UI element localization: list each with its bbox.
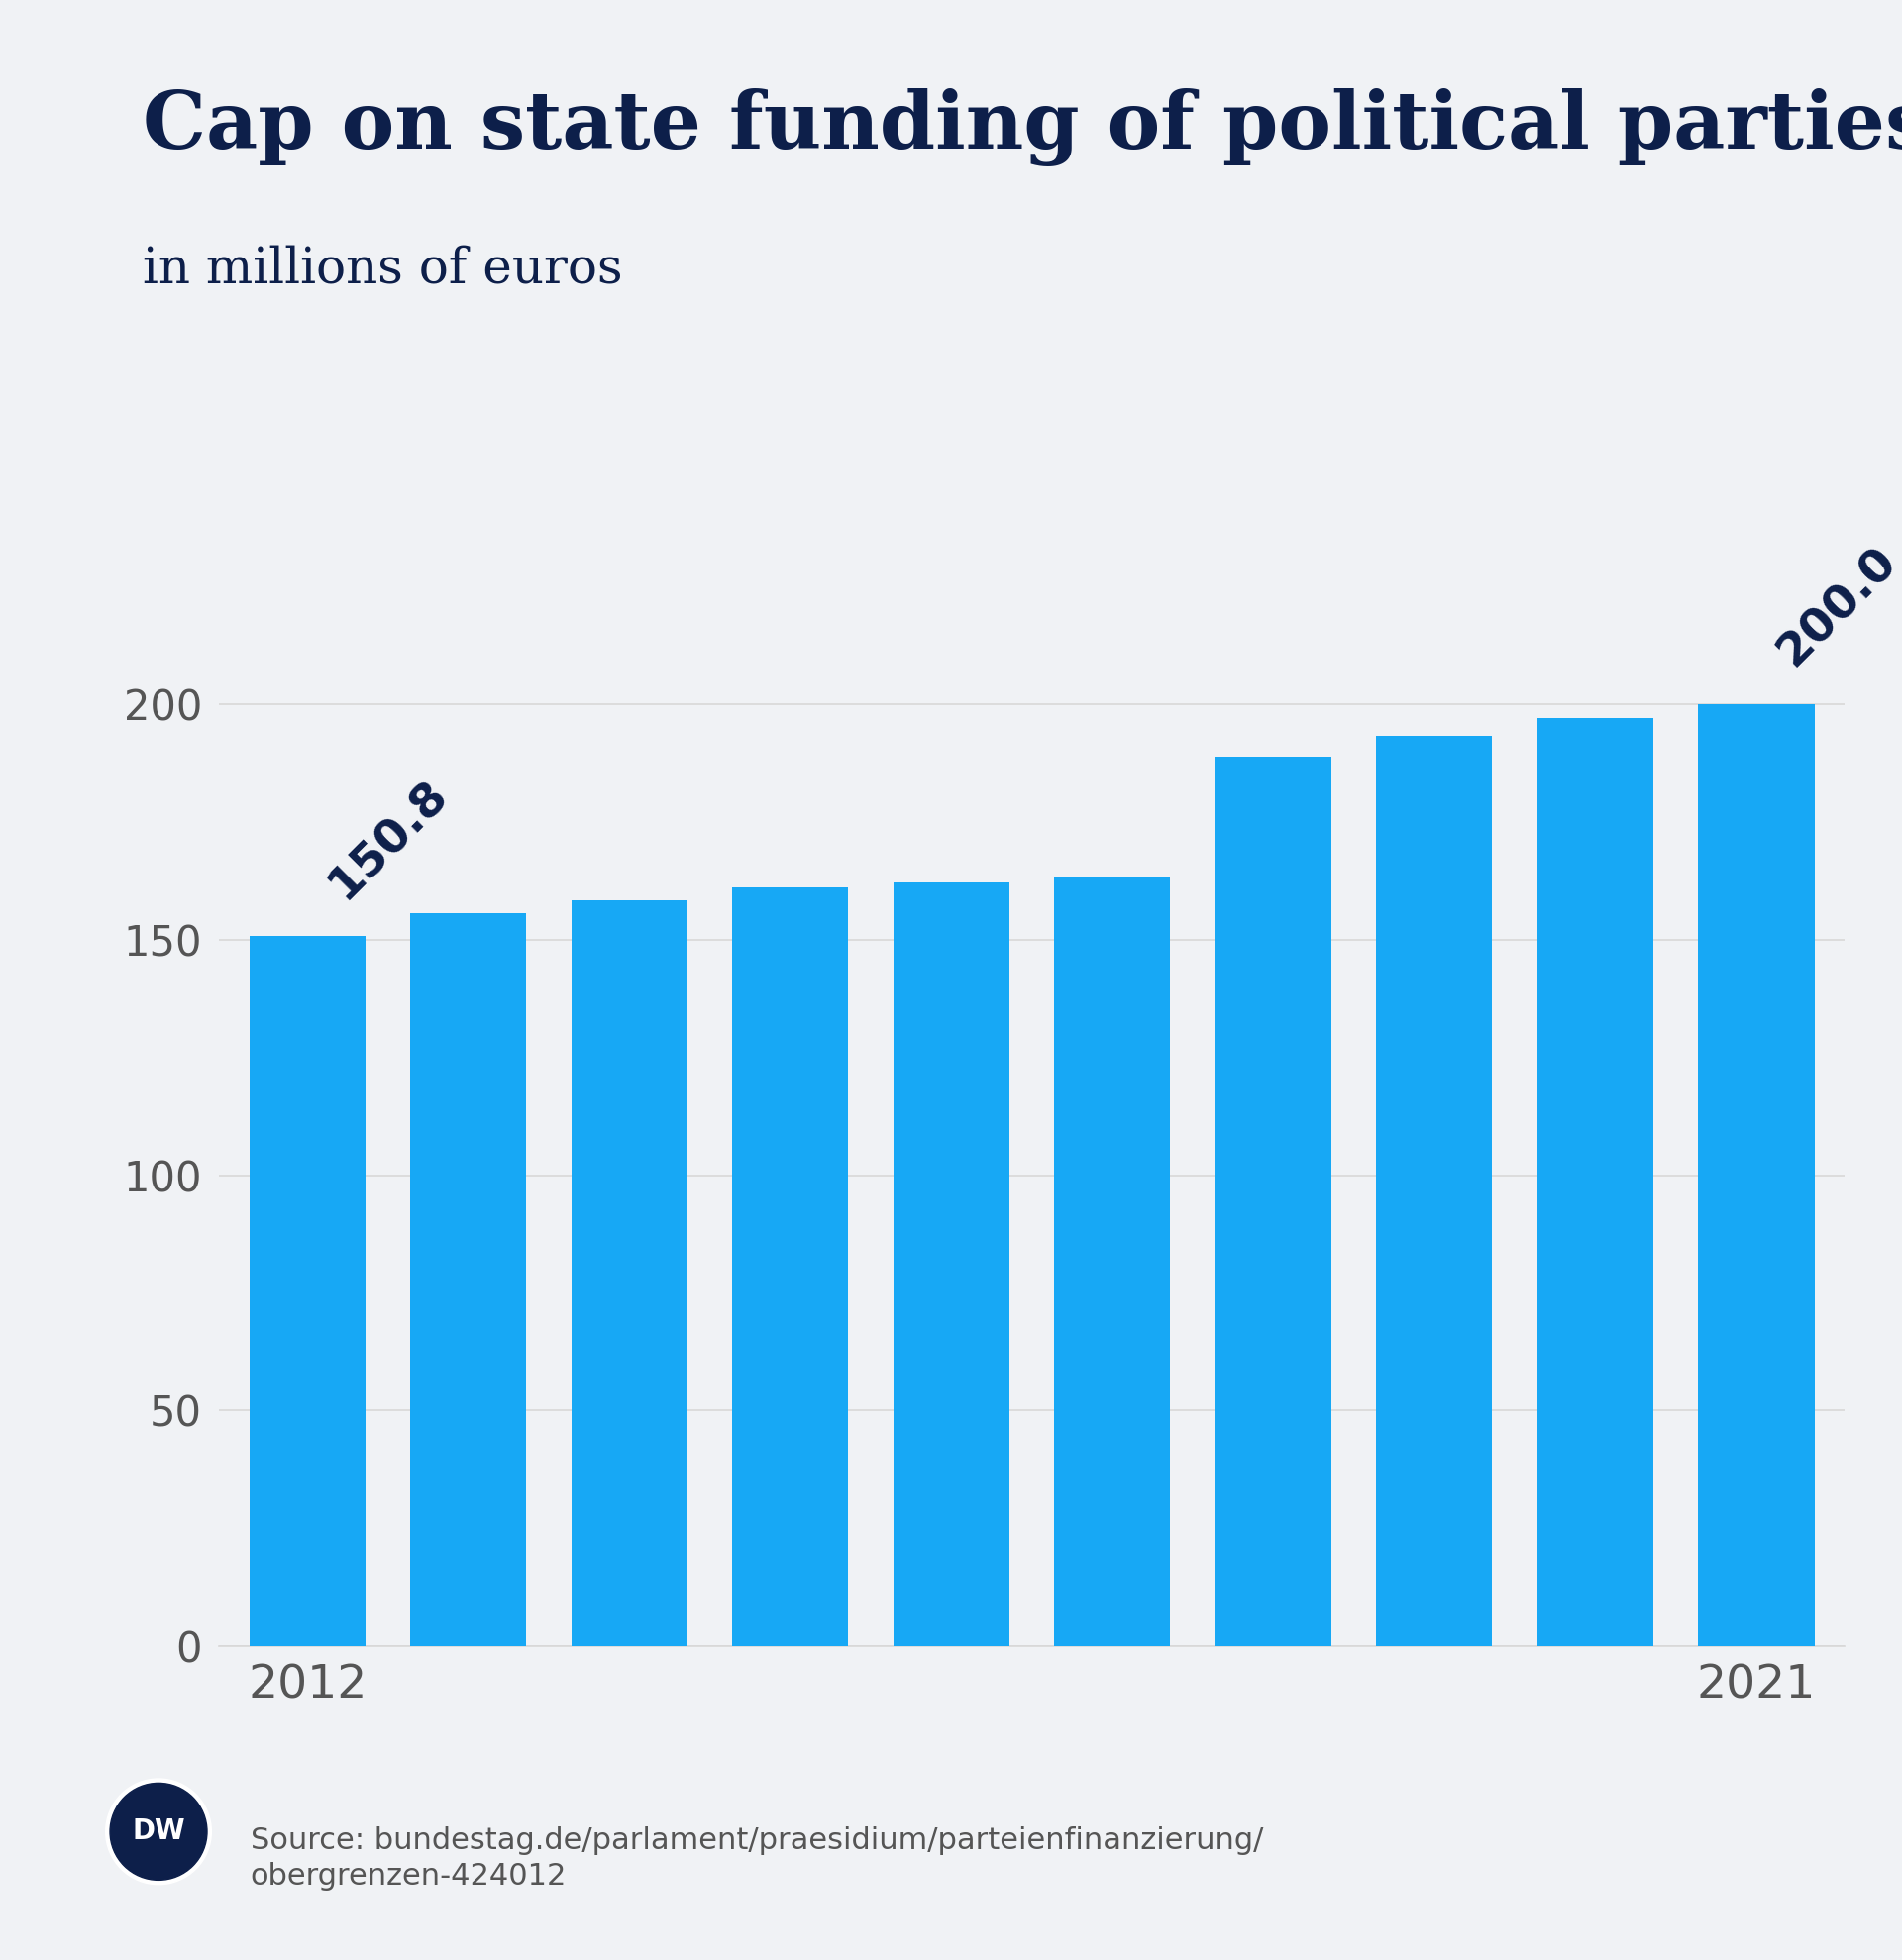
- Bar: [894, 882, 1010, 1646]
- Bar: [1377, 735, 1493, 1646]
- Circle shape: [110, 1784, 207, 1880]
- Text: obergrenzen-424012: obergrenzen-424012: [251, 1862, 567, 1891]
- Text: Source: bundestag.de/parlament/praesidium/parteienfinanzierung/: Source: bundestag.de/parlament/praesidiu…: [251, 1827, 1263, 1856]
- Bar: [249, 935, 365, 1646]
- Text: in millions of euros: in millions of euros: [143, 245, 622, 294]
- Bar: [571, 900, 687, 1646]
- Bar: [732, 888, 848, 1646]
- Bar: [1698, 704, 1815, 1646]
- Text: DW: DW: [131, 1817, 184, 1846]
- Bar: [1215, 757, 1331, 1646]
- Text: 200.0: 200.0: [1769, 539, 1902, 676]
- Bar: [1054, 876, 1170, 1646]
- Text: 150.8: 150.8: [320, 772, 456, 907]
- Bar: [1537, 717, 1653, 1646]
- Circle shape: [107, 1780, 211, 1884]
- Text: Cap on state funding of political parties: Cap on state funding of political partie…: [143, 88, 1902, 167]
- Bar: [411, 913, 527, 1646]
